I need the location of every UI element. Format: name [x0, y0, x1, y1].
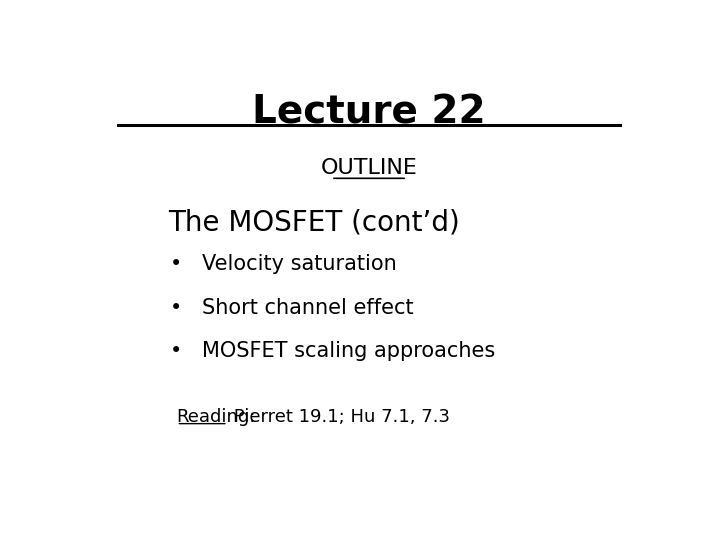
Text: OUTLINE: OUTLINE [320, 158, 418, 178]
Text: Short channel effect: Short channel effect [202, 298, 413, 318]
Text: Lecture 22: Lecture 22 [252, 94, 486, 132]
Text: •: • [171, 341, 183, 361]
Text: MOSFET scaling approaches: MOSFET scaling approaches [202, 341, 495, 361]
Text: Velocity saturation: Velocity saturation [202, 254, 396, 274]
Text: •: • [171, 298, 183, 318]
Text: •: • [171, 254, 183, 274]
Text: The MOSFET (cont’d): The MOSFET (cont’d) [168, 208, 460, 237]
Text: Reading:: Reading: [176, 408, 256, 426]
Text: Pierret 19.1; Hu 7.1, 7.3: Pierret 19.1; Hu 7.1, 7.3 [228, 408, 450, 426]
